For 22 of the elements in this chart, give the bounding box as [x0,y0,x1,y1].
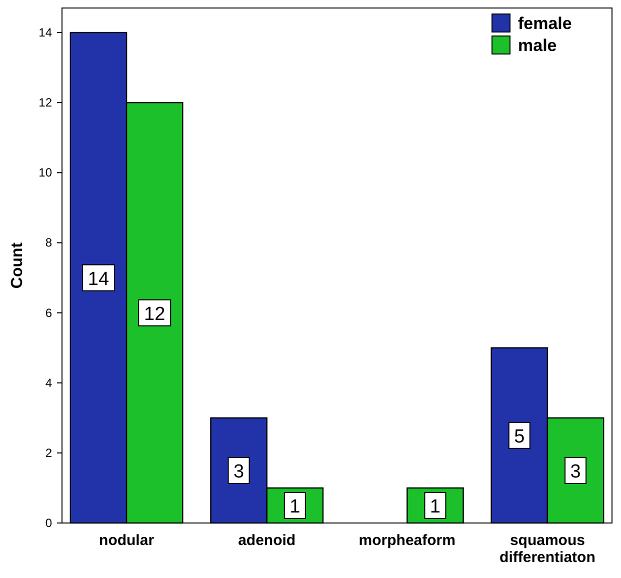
data-label: 1 [290,496,300,518]
y-tick-label: 14 [38,26,52,40]
y-tick-label: 10 [38,166,52,180]
data-label: 14 [88,268,110,290]
legend-label: male [518,36,557,55]
y-tick-label: 12 [38,96,52,110]
x-tick-label: nodular [99,532,154,549]
y-tick-label: 4 [45,376,52,390]
y-tick-label: 2 [45,446,52,460]
data-label: 1 [430,496,441,518]
x-tick-label: adenoid [238,532,296,549]
x-tick-label: squamous differentiaton [500,532,596,566]
y-tick-label: 0 [45,516,52,530]
y-tick-label: 8 [45,236,52,250]
x-tick-label: morpheaform [358,532,456,549]
legend-label: female [518,14,572,33]
data-label: 12 [144,304,166,325]
data-label: 3 [570,461,581,482]
data-label: 3 [233,461,244,482]
data-label: 5 [514,426,525,448]
y-tick-label: 6 [45,306,52,320]
y-axis-title: Count [9,242,26,289]
